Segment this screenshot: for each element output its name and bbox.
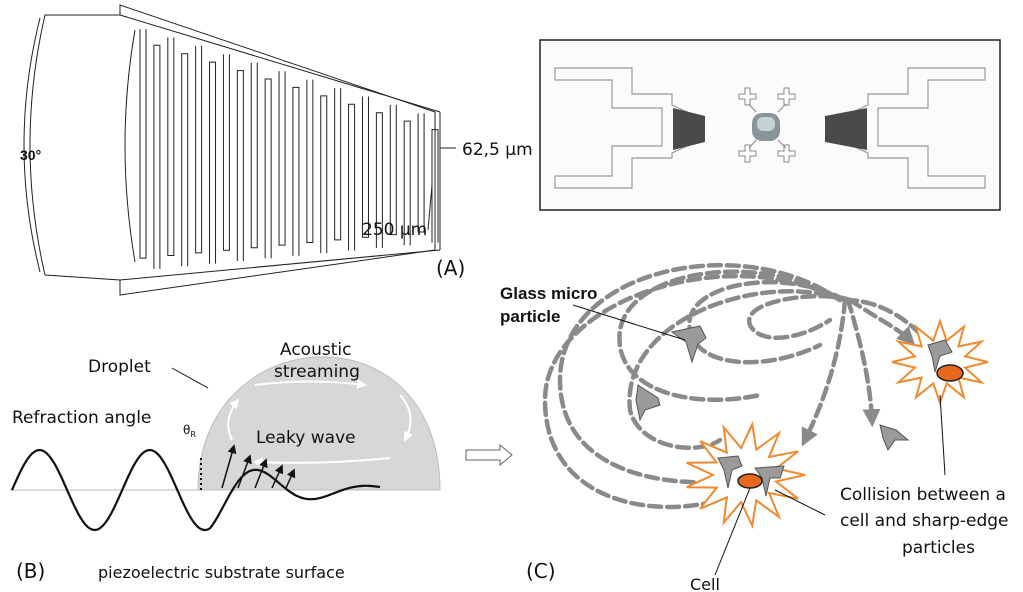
refraction-label: Refraction angle — [12, 408, 151, 428]
angle-label: 30° — [20, 147, 41, 163]
glass-label-1: Glass micro — [500, 284, 597, 303]
cell — [936, 364, 964, 382]
particles — [635, 325, 910, 452]
droplet-dome — [197, 356, 441, 491]
idt-fingers — [139, 29, 439, 269]
collision-label-1: Collision between a — [840, 485, 1006, 505]
idt-outer-fan — [29, 4, 436, 296]
glass-particle — [717, 455, 743, 489]
left-electrode — [554, 67, 701, 189]
collision-burst — [891, 318, 989, 406]
transition-arrow — [465, 443, 513, 467]
leaky-wave-label: Leaky wave — [256, 428, 356, 448]
width-label: 250 µm — [362, 220, 427, 240]
cross-mark — [777, 87, 796, 106]
collision-burst — [686, 421, 806, 529]
swirl-path — [747, 293, 853, 340]
streaming-bottom-arrow — [253, 457, 391, 468]
cell — [737, 473, 763, 489]
streaming-label-1: Acoustic — [280, 340, 351, 360]
collision-leader-1 — [939, 394, 946, 476]
chip-photo — [539, 39, 1001, 211]
idt-drawing — [23, 4, 441, 296]
panel-a-label: (A) — [436, 256, 465, 280]
width-leader — [427, 184, 433, 231]
glass-leader — [572, 304, 686, 341]
cell-label: Cell — [690, 575, 720, 592]
leaky-wave-arrow — [237, 454, 252, 489]
streaming-label-2: streaming — [274, 362, 360, 382]
collision-leader-2 — [774, 489, 826, 516]
idt-bottom-bus — [119, 249, 441, 281]
idt-left-arc — [23, 17, 41, 273]
droplet-leader — [171, 367, 209, 389]
streaming-top-arrow — [254, 379, 367, 389]
idt-inner-arc — [124, 29, 136, 263]
panel-c — [542, 262, 933, 510]
swirl-path — [627, 289, 848, 451]
idt-finger-path — [139, 29, 439, 269]
substrate-label: piezoelectric substrate surface — [98, 563, 345, 582]
idt-top-bus — [119, 14, 441, 113]
collision-label-3: particles — [902, 538, 975, 558]
panel-b: Droplet Acoustic streaming Leaky wave Re… — [10, 340, 441, 583]
glass-label-2: particle — [500, 307, 560, 326]
swirl-path — [847, 297, 916, 346]
panel-c-label: (C) — [526, 559, 556, 583]
gap-label: 62,5 µm — [462, 140, 533, 160]
surface-wave — [10, 448, 381, 532]
glass-particle — [754, 465, 785, 497]
leaky-wave-arrow — [254, 458, 268, 489]
droplet-label: Droplet — [88, 357, 151, 377]
panel-b-label: (B) — [16, 559, 45, 583]
leaky-wave-arrow — [285, 468, 296, 489]
glass-particle — [879, 424, 910, 452]
swirl-path — [801, 297, 848, 447]
cross-mark — [738, 144, 757, 163]
cross-mark — [777, 144, 796, 163]
theta-label: θR — [183, 423, 196, 439]
glass-particle — [635, 384, 661, 422]
right-electrode — [839, 67, 986, 189]
left-tip — [673, 108, 705, 150]
streaming-right-arrow — [399, 394, 414, 442]
leaky-wave-arrow — [221, 444, 237, 489]
right-tip — [825, 108, 867, 150]
collision-label-2: cell and sharp-edge — [840, 511, 1009, 531]
swirl-path — [845, 297, 881, 428]
swirl-path — [542, 273, 843, 510]
streaming-left-arrow — [227, 398, 240, 441]
glass-particle — [670, 325, 707, 364]
glass-particle — [927, 339, 953, 373]
swirl-path — [557, 262, 843, 485]
cross-mark — [738, 87, 757, 106]
swirl-path — [617, 269, 843, 403]
leaky-wave-arrow — [271, 464, 284, 489]
cell-leader — [714, 487, 751, 576]
